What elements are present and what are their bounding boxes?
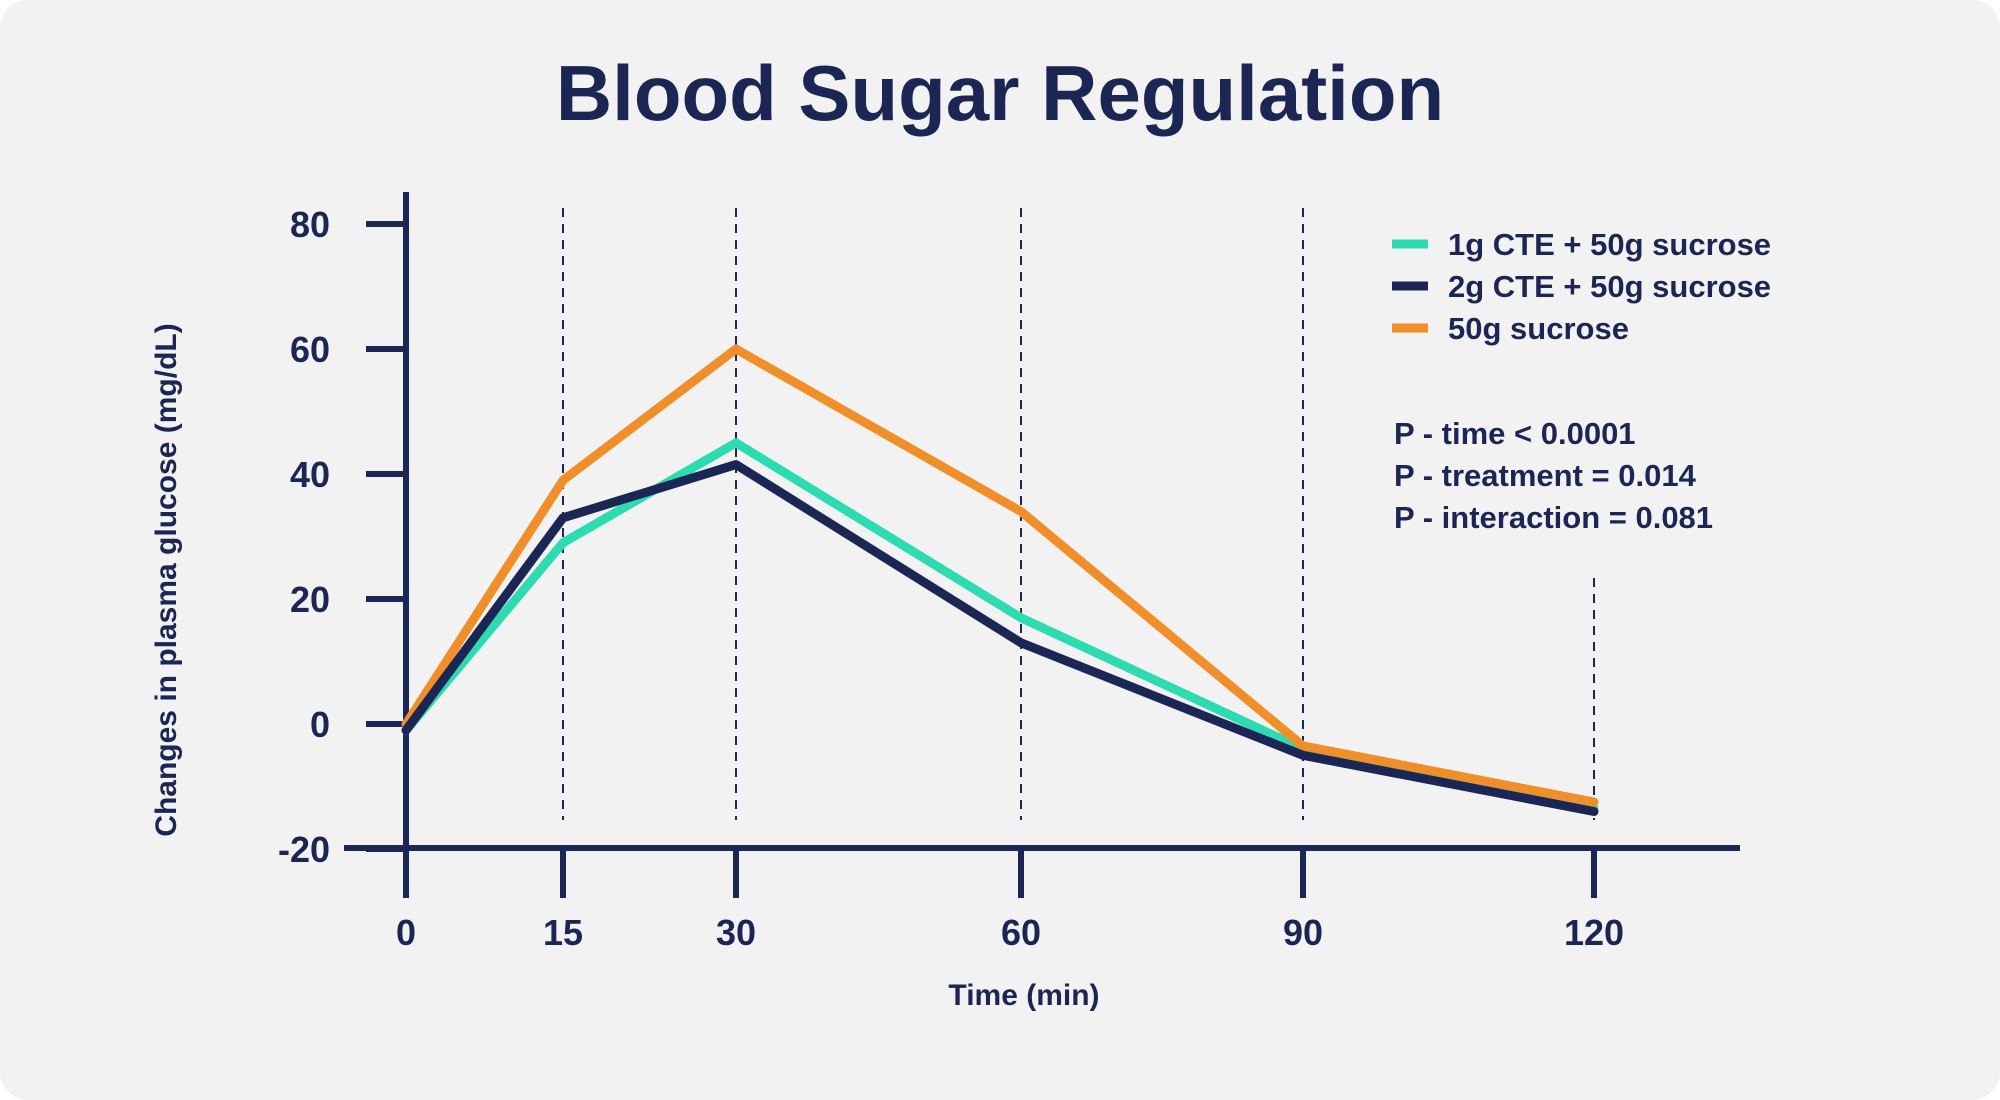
p-value-text: P - treatment = 0.014 (1394, 458, 1697, 493)
y-tick-label: 0 (310, 704, 330, 745)
legend-label: 1g CTE + 50g sucrose (1448, 227, 1771, 262)
series-line-2g-cte-50g-sucrose (401, 460, 1599, 816)
p-value-text: P - time < 0.0001 (1394, 416, 1636, 451)
y-tick-label: -20 (278, 829, 330, 870)
chart-title: Blood Sugar Regulation (556, 49, 1444, 137)
p-value-annotations: P - time < 0.0001 P - treatment = 0.014 P … (1394, 416, 1713, 535)
x-tick-label: 15 (543, 912, 583, 953)
y-tick-label: 80 (290, 204, 330, 245)
legend-label: 2g CTE + 50g sucrose (1448, 269, 1771, 304)
y-axis-label: Changes in plasma glucose (mg/dL) (150, 323, 183, 836)
legend: 1g CTE + 50g sucrose 2g CTE + 50g sucrose… (1392, 227, 1771, 346)
legend-label: 50g sucrose (1448, 311, 1629, 346)
ticks: 80 60 40 20 0 -20 0 15 30 60 90 120 (278, 204, 1624, 953)
y-tick-label: 20 (290, 579, 330, 620)
x-tick-label: 120 (1564, 912, 1624, 953)
axes (344, 192, 1740, 898)
x-tick-label: 90 (1283, 912, 1323, 953)
x-tick-label: 0 (396, 912, 416, 953)
x-tick-label: 30 (716, 912, 756, 953)
series-lines (401, 344, 1599, 816)
series-line-50g-sucrose (401, 344, 1599, 807)
x-tick-label: 60 (1001, 912, 1041, 953)
x-axis-label: Time (min) (948, 979, 1099, 1012)
y-tick-label: 40 (290, 454, 330, 495)
y-tick-label: 60 (290, 329, 330, 370)
p-value-text: P - interaction = 0.081 (1394, 500, 1713, 535)
